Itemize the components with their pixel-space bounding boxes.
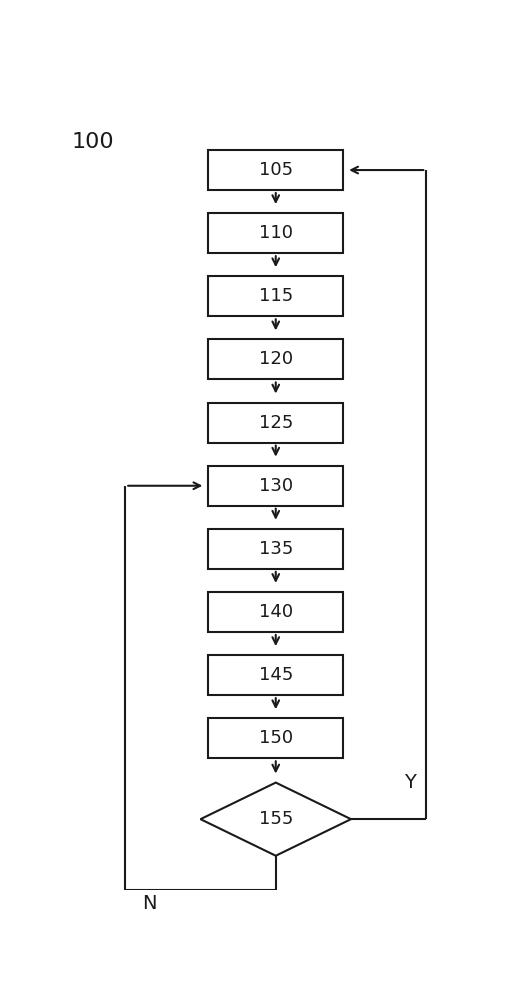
FancyBboxPatch shape bbox=[208, 213, 343, 253]
FancyBboxPatch shape bbox=[208, 529, 343, 569]
FancyBboxPatch shape bbox=[208, 403, 343, 443]
Text: 115: 115 bbox=[259, 287, 293, 305]
Text: Y: Y bbox=[405, 773, 416, 792]
Text: 145: 145 bbox=[259, 666, 293, 684]
FancyBboxPatch shape bbox=[208, 339, 343, 379]
FancyBboxPatch shape bbox=[208, 150, 343, 190]
Text: N: N bbox=[142, 894, 156, 913]
FancyBboxPatch shape bbox=[208, 718, 343, 758]
FancyBboxPatch shape bbox=[208, 655, 343, 695]
Text: 140: 140 bbox=[259, 603, 293, 621]
Text: 150: 150 bbox=[259, 729, 293, 747]
Text: 100: 100 bbox=[72, 132, 114, 152]
Text: 155: 155 bbox=[259, 810, 293, 828]
FancyBboxPatch shape bbox=[208, 592, 343, 632]
FancyBboxPatch shape bbox=[208, 276, 343, 316]
FancyBboxPatch shape bbox=[208, 466, 343, 506]
Text: 135: 135 bbox=[259, 540, 293, 558]
Text: 130: 130 bbox=[259, 477, 293, 495]
Polygon shape bbox=[200, 783, 351, 856]
Text: 120: 120 bbox=[259, 350, 293, 368]
Text: 125: 125 bbox=[259, 414, 293, 432]
Text: 105: 105 bbox=[259, 161, 293, 179]
Text: 110: 110 bbox=[259, 224, 293, 242]
